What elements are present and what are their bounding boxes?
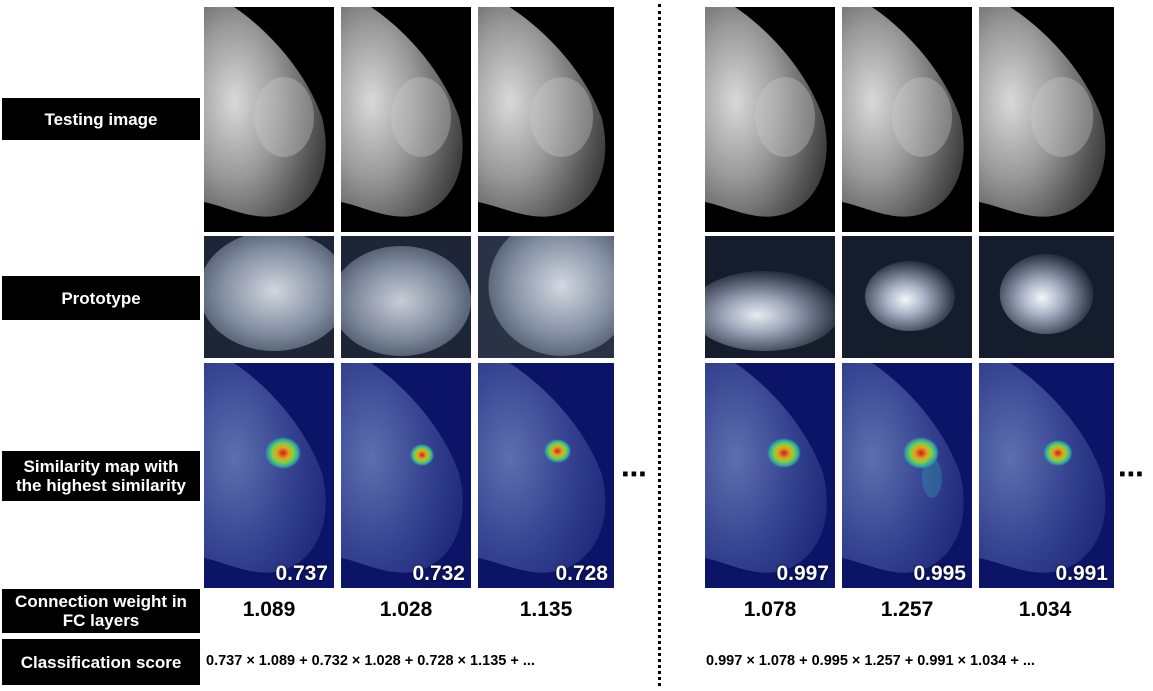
row-label-testing-image: Testing image <box>2 98 200 140</box>
prototype-patch <box>478 236 614 358</box>
ellipsis-left: ⋯ <box>621 459 648 489</box>
classification-formula-left: 0.737 × 1.089 + 0.732 × 1.028 + 0.728 × … <box>206 653 535 669</box>
connection-weight: 1.034 <box>1018 598 1072 621</box>
classification-formula-right: 0.997 × 1.078 + 0.995 × 1.257 + 0.991 × … <box>706 653 1035 669</box>
vertical-dotted-separator <box>658 4 661 686</box>
connection-weight: 1.135 <box>519 598 573 621</box>
ellipsis-right: ⋯ <box>1118 459 1145 489</box>
connection-weight: 1.078 <box>743 598 797 621</box>
row-label-classification-score: Classification score <box>2 639 200 685</box>
testing-image <box>478 7 614 232</box>
testing-image <box>842 7 972 232</box>
testing-image <box>341 7 471 232</box>
similarity-label-line1: Similarity map with <box>23 457 179 476</box>
similarity-map: 0.991 <box>979 363 1114 588</box>
similarity-map: 0.737 <box>204 363 334 588</box>
similarity-score: 0.732 <box>412 562 465 585</box>
similarity-score: 0.728 <box>555 562 608 585</box>
similarity-map: 0.995 <box>842 363 972 588</box>
row-label-connection-weight: Connection weight in FC layers <box>2 589 200 633</box>
similarity-map: 0.997 <box>705 363 835 588</box>
testing-image <box>979 7 1114 232</box>
row-label-prototype: Prototype <box>2 276 200 320</box>
connection-weight: 1.028 <box>379 598 433 621</box>
similarity-map: 0.728 <box>478 363 614 588</box>
prototype-patch <box>979 236 1114 358</box>
connection-label-line2: FC layers <box>62 611 140 630</box>
testing-image <box>705 7 835 232</box>
similarity-map: 0.732 <box>341 363 471 588</box>
prototype-patch <box>705 236 835 358</box>
prototype-patch <box>842 236 972 358</box>
prototype-patch <box>341 236 471 358</box>
prototype-patch <box>204 236 334 358</box>
connection-label-line1: Connection weight in <box>15 592 187 611</box>
similarity-score: 0.997 <box>776 562 829 585</box>
similarity-score: 0.737 <box>275 562 328 585</box>
testing-image <box>204 7 334 232</box>
similarity-score: 0.995 <box>913 562 966 585</box>
connection-weight: 1.257 <box>880 598 934 621</box>
connection-weight: 1.089 <box>242 598 296 621</box>
similarity-score: 0.991 <box>1055 562 1108 585</box>
row-label-similarity-map: Similarity map with the highest similari… <box>2 451 200 501</box>
similarity-label-line2: the highest similarity <box>15 476 187 495</box>
